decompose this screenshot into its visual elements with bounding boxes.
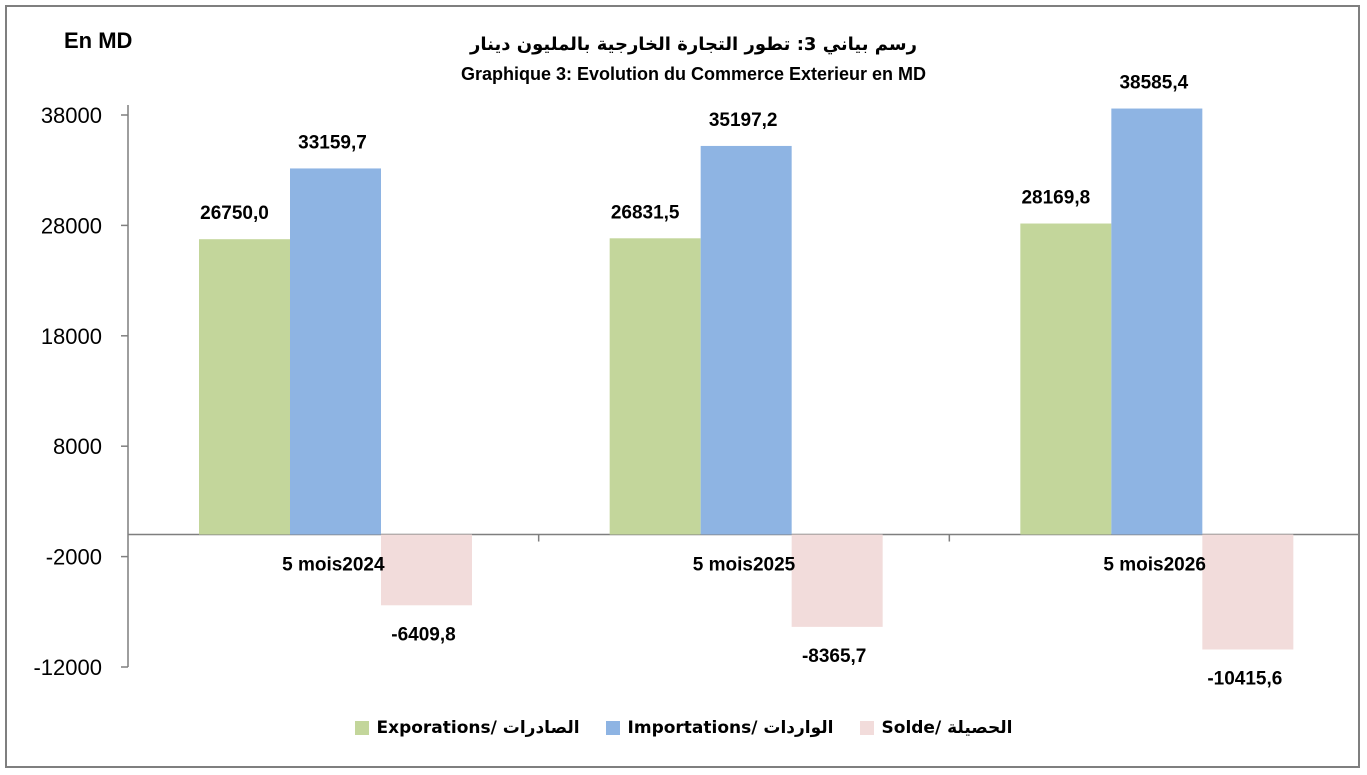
legend-swatch-solde [859,721,874,735]
unit-label: En MD [64,28,133,53]
legend-item-imports: Importations/ الواردات [605,718,834,738]
bar-exports [199,239,290,535]
bar-imports [290,168,381,535]
y-tick-label: -2000 [46,545,102,570]
legend-swatch-exports [354,721,369,735]
y-tick-label: 8000 [53,434,102,459]
legend-swatch-imports [605,721,620,735]
legend-item-solde: Solde/ الحصيلة [859,718,1013,738]
y-tick-label: 18000 [41,324,102,349]
data-label-exports: 26831,5 [611,202,680,223]
bar-solde [791,534,883,627]
chart-legend: Exporations/ الصادرات Importations/ الوا… [0,718,1367,738]
bar-exports [609,238,701,535]
data-label-exports: 26750,0 [200,203,269,224]
x-tick-label: 5 mois2026 [1103,555,1205,576]
data-label-solde: -8365,7 [802,646,866,667]
bar-exports [1020,223,1112,535]
data-label-imports: 33159,7 [298,132,367,153]
data-label-imports: 38585,4 [1119,73,1188,94]
x-tick-label: 5 mois2024 [282,555,385,576]
data-label-solde: -6409,8 [391,624,455,645]
bar-imports [1111,108,1203,535]
y-tick-label: -12000 [33,655,102,680]
x-tick-label: 5 mois2025 [693,555,796,576]
chart-title-arabic: رسم بياني 3: تطور التجارة الخارجية بالمل… [470,34,917,55]
y-tick-label: 28000 [41,213,102,238]
chart-title-french: Graphique 3: Evolution du Commerce Exter… [460,64,927,84]
bar-solde [381,534,472,606]
bar-imports [700,145,792,535]
bar-solde [1202,534,1294,650]
data-label-solde: -10415,6 [1207,669,1282,690]
legend-label-exports: Exporations/ الصادرات [376,718,580,738]
legend-label-imports: Importations/ الواردات [627,718,834,738]
data-label-imports: 35197,2 [709,110,778,131]
data-label-exports: 28169,8 [1021,188,1090,209]
legend-label-solde: Solde/ الحصيلة [881,718,1013,738]
y-tick-label: 38000 [41,103,102,128]
legend-item-exports: Exporations/ الصادرات [354,718,580,738]
